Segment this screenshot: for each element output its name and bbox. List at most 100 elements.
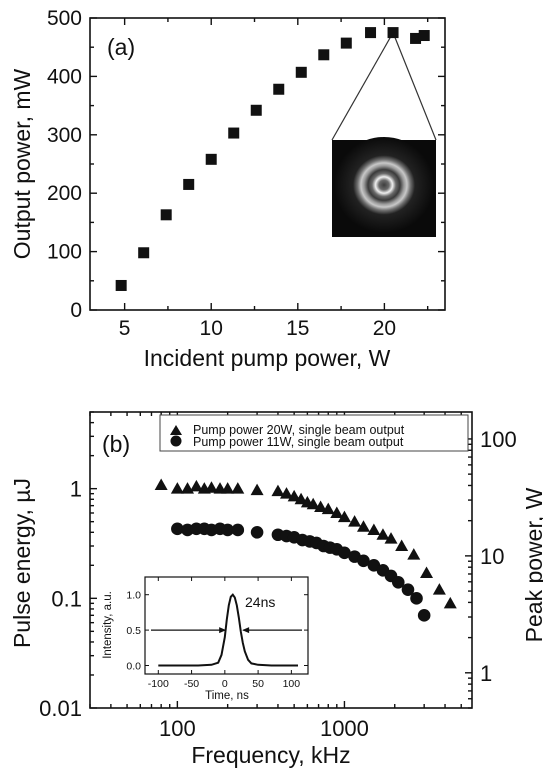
data-point-square: [205, 153, 217, 165]
fwhm-annotation: 24ns: [245, 594, 275, 610]
data-point-triangle: [395, 539, 409, 552]
data-point-square: [228, 127, 240, 139]
inset-x-tick-label: -100: [148, 678, 169, 690]
y-tick-label: 0.01: [39, 696, 82, 721]
data-point-circle: [171, 522, 184, 536]
legend-box: [159, 414, 469, 452]
data-point-triangle: [250, 483, 264, 496]
data-point-triangle: [170, 482, 184, 494]
panel-a-ticks: [90, 17, 445, 311]
data-point-triangle: [221, 482, 235, 494]
data-point-triangle: [420, 566, 434, 579]
data-point-triangle: [330, 506, 344, 518]
data-point-square: [250, 104, 262, 116]
data-point-triangle: [231, 482, 245, 494]
pulse-trace: [158, 593, 298, 667]
beam-profile-rings: [334, 137, 434, 233]
data-point-triangle: [376, 528, 390, 540]
y-tick-label: 200: [47, 182, 82, 205]
data-point-triangle: [337, 510, 351, 523]
data-point-square: [410, 32, 422, 44]
inset-x-tick-label: -50: [184, 678, 199, 690]
x-tick-label: 20: [373, 317, 396, 340]
data-point-square: [340, 37, 352, 49]
data-point-triangle: [189, 479, 203, 492]
x-tick-label: 100: [159, 716, 196, 741]
inset-y-tick-label: 0.0: [126, 661, 141, 673]
data-point-triangle: [348, 515, 362, 527]
panel-a-markers: [115, 27, 430, 291]
inset-pointer-left: [331, 32, 394, 141]
data-point-triangle: [367, 523, 381, 535]
data-point-square: [160, 209, 172, 221]
data-point-triangle: [321, 502, 335, 515]
data-point-square: [273, 83, 285, 95]
panel-b-y2label: Peak power, W: [521, 487, 543, 642]
x-tick-label: 5: [119, 317, 131, 340]
data-point-triangle: [204, 481, 218, 493]
panel-b-label: (b): [102, 431, 130, 457]
legend-entry-1: Pump power 20W, single beam output: [193, 423, 405, 437]
data-point-square: [418, 30, 430, 42]
legend-triangle-marker: [170, 425, 182, 435]
legend: Pump power 20W, single beam output Pump …: [159, 414, 469, 452]
panel-a-inset: [331, 32, 437, 237]
data-point-circle: [221, 523, 234, 537]
y-tick-label: 300: [47, 124, 82, 147]
y-tick-label: 400: [47, 65, 82, 88]
data-point-triangle: [154, 478, 168, 490]
y-tick-label: 100: [47, 241, 82, 264]
fwhm-arrowhead-left: [219, 627, 227, 634]
data-point-triangle: [443, 596, 457, 609]
pulse-inset-frame: [144, 576, 309, 675]
pulse-inset: -100 -50 0 50 100 0.0 0.5 1.0 Time, ns Intensit…: [102, 576, 309, 702]
data-point-square: [183, 178, 195, 190]
x-tick-label: 15: [286, 317, 309, 340]
panel-b-markers: [154, 478, 457, 622]
data-point-square: [318, 49, 330, 61]
y-tick-label: 0: [70, 299, 82, 322]
inset-x-tick-label: 100: [283, 678, 301, 690]
data-point-triangle: [280, 487, 294, 499]
y-tick-label: 1: [70, 477, 82, 502]
data-point-circle: [391, 576, 405, 589]
inset-x-tick-label: 50: [252, 678, 264, 690]
data-point-circle: [250, 525, 264, 539]
data-point-triangle: [432, 583, 446, 595]
panel-b-frame: [89, 411, 473, 709]
data-point-square: [138, 247, 150, 259]
data-point-square: [387, 27, 399, 39]
data-point-circle: [357, 554, 370, 568]
pulse-inset-ticks: [145, 577, 308, 674]
inset-y-tick-label: 0.5: [126, 625, 141, 637]
legend-circle-marker: [170, 435, 182, 447]
data-point-circle: [231, 523, 245, 537]
legend-entry-2: Pump power 11W, single beam output: [193, 435, 404, 449]
data-point-triangle: [407, 548, 421, 560]
data-point-square: [115, 279, 127, 291]
data-point-triangle: [314, 500, 328, 513]
data-point-triangle: [287, 489, 301, 502]
panel-b-xlabel: Frequency, kHz: [191, 742, 350, 768]
pulse-inset-ylabel: Intensity, a.u.: [102, 591, 114, 659]
panel-a-label: (a): [107, 34, 135, 60]
y2-tick-label: 100: [480, 427, 517, 452]
inset-x-tick-label: 0: [222, 678, 228, 690]
inset-y-tick-label: 1.0: [126, 590, 141, 602]
y-tick-label: 500: [47, 7, 82, 30]
data-point-square: [365, 27, 377, 39]
inset-pointer-right: [392, 32, 437, 141]
x-tick-label: 10: [200, 317, 223, 340]
data-point-triangle: [384, 532, 398, 544]
panel-b-ticks: [89, 411, 472, 709]
panel-a-xlabel: Incident pump power, W: [144, 345, 391, 371]
pulse-inset-xlabel: Time, ns: [205, 690, 249, 702]
panel-b-ylabel: Pulse energy, µJ: [9, 478, 35, 648]
data-point-circle: [417, 609, 431, 622]
data-point-circle: [410, 592, 423, 605]
data-point-triangle: [271, 484, 285, 497]
